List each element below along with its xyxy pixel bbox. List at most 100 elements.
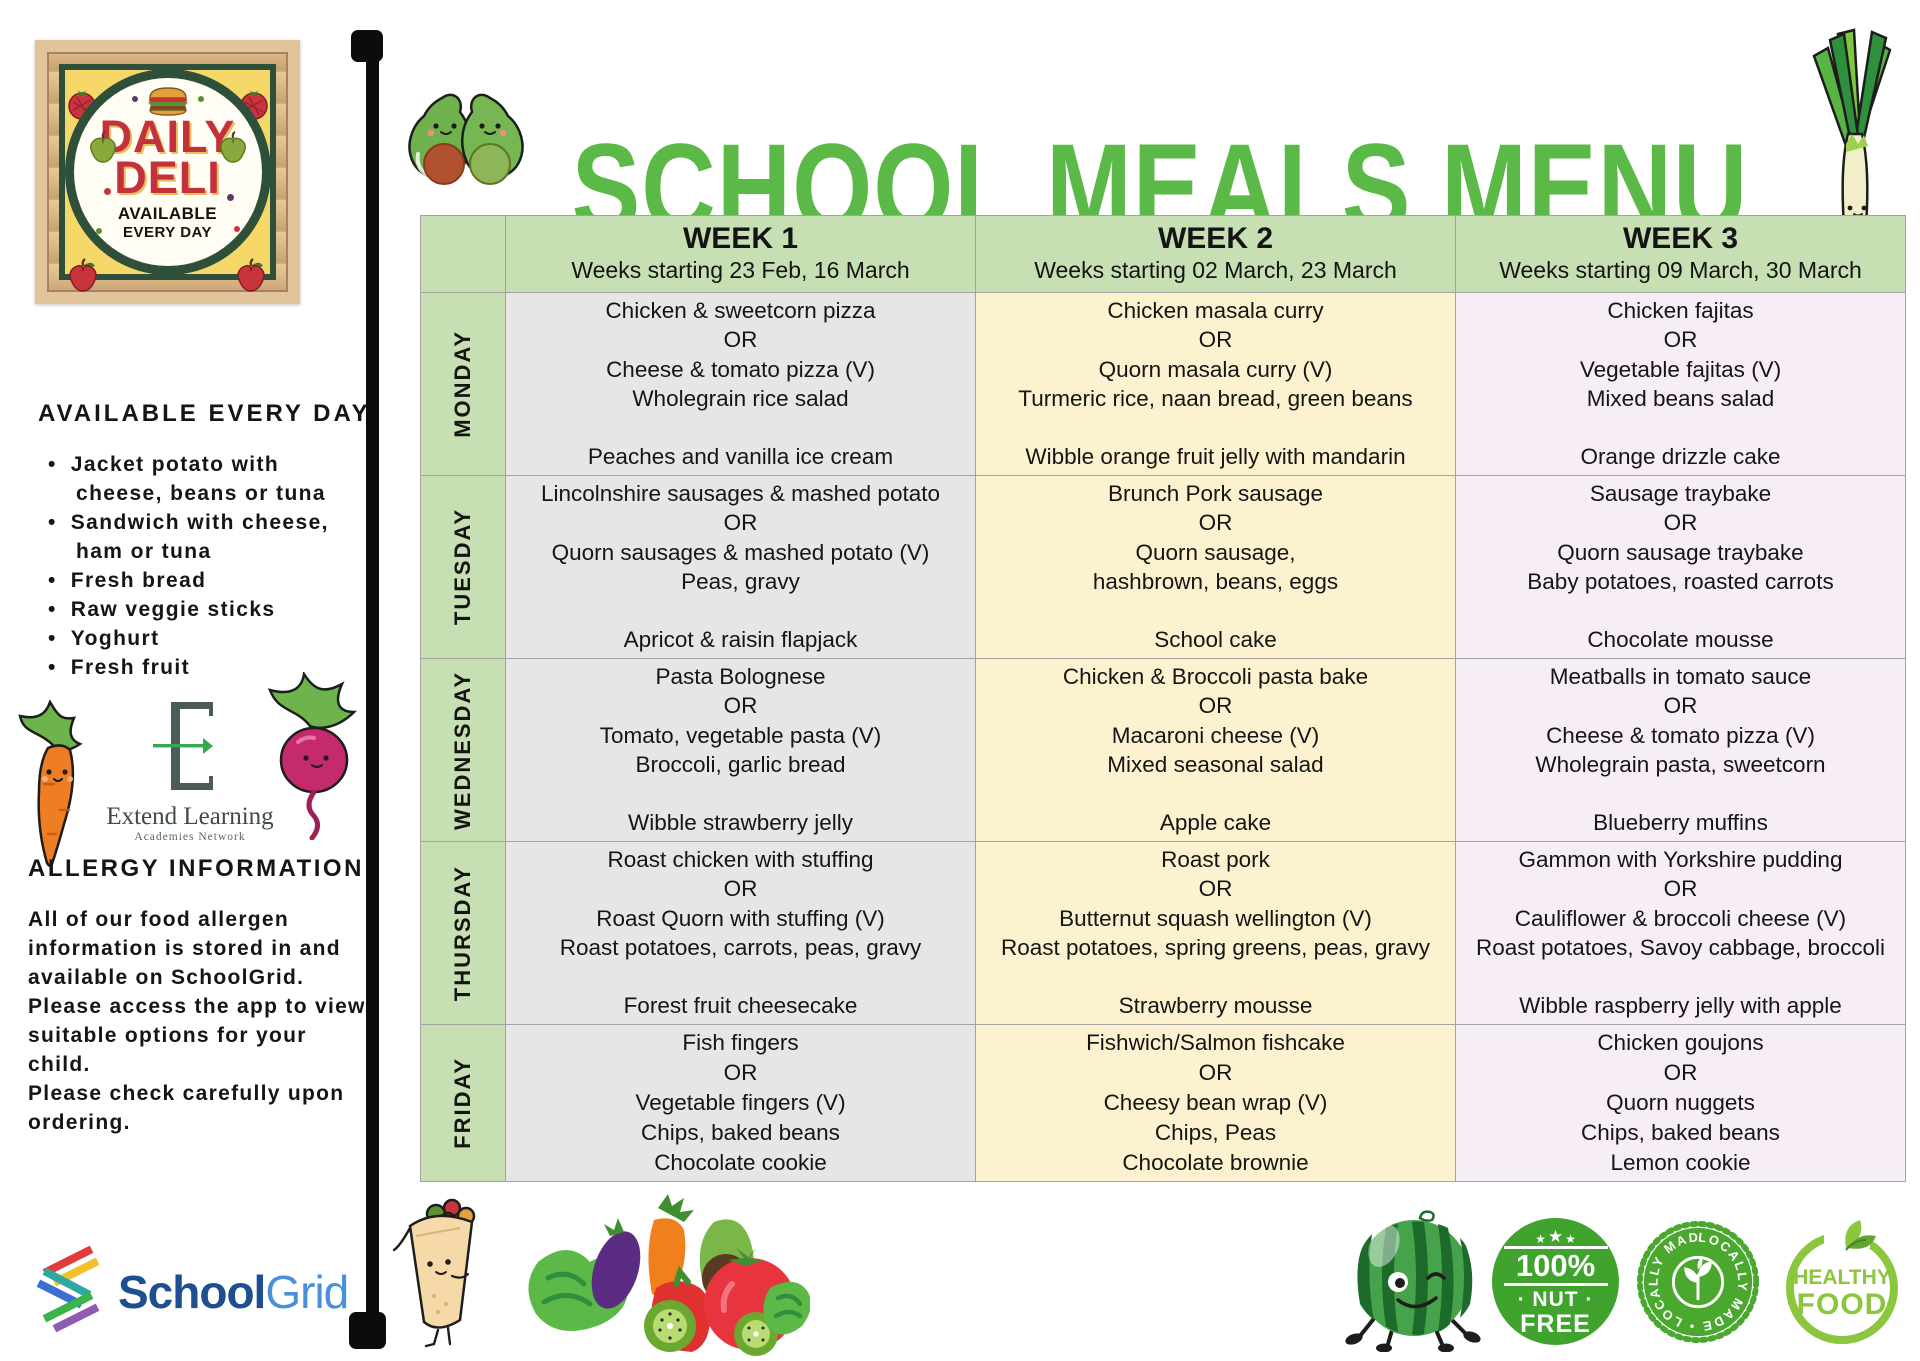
menu-line: OR xyxy=(723,693,758,719)
menu-cell-monday-week1: Chicken & sweetcorn pizza OR Cheese & toma… xyxy=(506,293,975,475)
menu-cell-monday-week3: Chicken fajitas OR Vegetable fajitas (V) Mi… xyxy=(1456,293,1905,475)
menu-cell-friday-week2: Fishwich/Salmon fishcake OR Cheesy bean wr… xyxy=(976,1025,1455,1181)
poster-title-daily: DAILY xyxy=(99,111,236,162)
menu-line xyxy=(1460,596,1901,625)
confetti-dot xyxy=(131,96,138,102)
menu-line: Lemon cookie xyxy=(1610,1150,1751,1176)
menu-line: Meatballs in tomato sauce xyxy=(1549,663,1812,689)
menu-line: Chocolate cookie xyxy=(654,1150,827,1176)
menu-line: Blueberry muffins xyxy=(1593,810,1768,836)
menu-line xyxy=(510,962,971,991)
week-label: WEEK 1 xyxy=(682,222,799,255)
menu-line: Fish fingers xyxy=(682,1030,799,1056)
extend-learning-logo: Extend Learning Academies Network xyxy=(100,696,280,843)
allergy-paragraph: Please access the app to view suitable o… xyxy=(28,995,366,1076)
menu-line: OR xyxy=(1663,876,1698,902)
menu-line: OR xyxy=(1198,327,1233,353)
menu-line: Macaroni cheese (V) xyxy=(1111,722,1320,748)
menu-line: Chocolate mousse xyxy=(1587,627,1774,653)
menu-line xyxy=(1460,413,1901,442)
menu-line: Quorn nuggets xyxy=(1606,1090,1755,1116)
menu-line: Baby potatoes, roasted carrots xyxy=(1527,568,1834,594)
menu-line: Quorn sausage traybake xyxy=(1557,539,1804,565)
menu-line: OR xyxy=(1663,327,1698,353)
menu-line: Wibble orange fruit jelly with mandarin xyxy=(1025,444,1406,470)
menu-line: Cheesy bean wrap (V) xyxy=(1103,1090,1328,1116)
schoolgrid-school-text: School xyxy=(118,1266,266,1318)
menu-line: Cauliflower & broccoli cheese (V) xyxy=(1514,905,1847,931)
schoolgrid-logo: SchoolGrid xyxy=(28,1243,349,1335)
menu-line: Wibble strawberry jelly xyxy=(627,810,854,836)
menu-cell-thursday-week2: Roast pork OR Butternut squash wellington … xyxy=(976,842,1455,1024)
menu-line: Wholegrain rice salad xyxy=(632,385,849,411)
leek-icon xyxy=(1794,26,1918,241)
week-subtitle: Weeks starting 02 March, 23 March xyxy=(1034,257,1397,283)
watermelon-icon xyxy=(1336,1208,1496,1357)
menu-line: OR xyxy=(723,327,758,353)
poster-title-deli: DELI xyxy=(114,152,221,203)
healthy-food-badge: HEALTHY FOOD xyxy=(1776,1214,1908,1353)
nut-free-nut: · NUT · xyxy=(1517,1287,1594,1311)
menu-line: OR xyxy=(723,1060,758,1086)
apple-icon xyxy=(237,258,265,292)
healthy-text: HEALTHY xyxy=(1793,1266,1891,1289)
menu-line: Orange drizzle cake xyxy=(1580,444,1781,470)
week-subtitle: Weeks starting 09 March, 30 March xyxy=(1499,257,1862,283)
week-label: WEEK 3 xyxy=(1622,222,1739,255)
week3-header: WEEK 3 Weeks starting 09 March, 30 March xyxy=(1456,216,1905,292)
menu-cell-monday-week2: Chicken masala curry OR Quorn masala curry… xyxy=(976,293,1455,475)
table-corner-cell xyxy=(421,216,505,292)
list-item: Jacket potato with cheese, beans or tuna xyxy=(48,450,370,508)
menu-line: Chicken & sweetcorn pizza xyxy=(605,297,876,323)
menu-line xyxy=(510,779,971,808)
stars-icon: ★ ★ ★ xyxy=(1535,1226,1576,1246)
menu-line: Turmeric rice, naan bread, green beans xyxy=(1018,385,1413,411)
menu-table: WEEK 1 Weeks starting 23 Feb, 16 March W… xyxy=(420,215,1906,1182)
menu-line: Strawberry mousse xyxy=(1118,993,1313,1019)
schoolgrid-s-icon xyxy=(36,1245,100,1333)
nut-free-badge: ★ ★ ★ 100% · NUT · FREE xyxy=(1492,1218,1619,1345)
menu-line: Brunch Pork sausage xyxy=(1107,480,1324,506)
vertical-divider xyxy=(366,48,379,1330)
day-label-friday: FRIDAY xyxy=(421,1025,505,1181)
list-item: Raw veggie sticks xyxy=(48,595,370,624)
menu-line xyxy=(510,413,971,442)
menu-line: School cake xyxy=(1154,627,1277,653)
menu-line: Lincolnshire sausages & mashed potato xyxy=(540,480,940,506)
day-text: THURSDAY xyxy=(450,864,475,1002)
menu-line: OR xyxy=(1663,510,1698,536)
menu-line: Chicken fajitas xyxy=(1607,297,1754,323)
menu-line xyxy=(980,779,1451,808)
menu-line: Butternut squash wellington (V) xyxy=(1059,905,1372,931)
week2-header: WEEK 2 Weeks starting 02 March, 23 March xyxy=(976,216,1455,292)
day-label-monday: MONDAY xyxy=(421,293,505,475)
menu-line: Roast Quorn with stuffing (V) xyxy=(596,905,885,931)
menu-line xyxy=(980,962,1451,991)
daily-deli-poster: DAILY DELI AVAILABLE EVERY DAY xyxy=(35,40,300,304)
menu-line: Apple cake xyxy=(1159,810,1272,836)
menu-line: Roast pork xyxy=(1161,846,1270,872)
apple-icon xyxy=(69,258,97,292)
menu-line: OR xyxy=(1663,693,1698,719)
confetti-dot xyxy=(95,228,102,234)
divider-bottom-cap xyxy=(349,1312,386,1349)
menu-line: OR xyxy=(1198,510,1233,536)
menu-line: Quorn masala curry (V) xyxy=(1098,356,1333,382)
menu-cell-thursday-week1: Roast chicken with stuffing OR Roast Quorn… xyxy=(506,842,975,1024)
week1-header: WEEK 1 Weeks starting 23 Feb, 16 March xyxy=(506,216,975,292)
menu-line: Pasta Bolognese xyxy=(655,663,826,689)
menu-line xyxy=(980,413,1451,442)
menu-line: Chocolate brownie xyxy=(1122,1150,1309,1176)
menu-line: OR xyxy=(1198,876,1233,902)
menu-line: hashbrown, beans, eggs xyxy=(1092,568,1339,594)
menu-line: Broccoli, garlic bread xyxy=(635,751,846,777)
menu-line: OR xyxy=(1198,1060,1233,1086)
menu-cell-wednesday-week1: Pasta Bolognese OR Tomato, vegetable pasta… xyxy=(506,659,975,841)
menu-line: Chicken masala curry xyxy=(1107,297,1324,323)
menu-cell-wednesday-week2: Chicken & Broccoli pasta bake OR Macaroni … xyxy=(976,659,1455,841)
menu-line: Wibble raspberry jelly with apple xyxy=(1519,993,1842,1019)
menu-line: Quorn sausages & mashed potato (V) xyxy=(551,539,930,565)
confetti-dot xyxy=(103,188,111,195)
menu-line: Cheese & tomato pizza (V) xyxy=(606,356,875,382)
